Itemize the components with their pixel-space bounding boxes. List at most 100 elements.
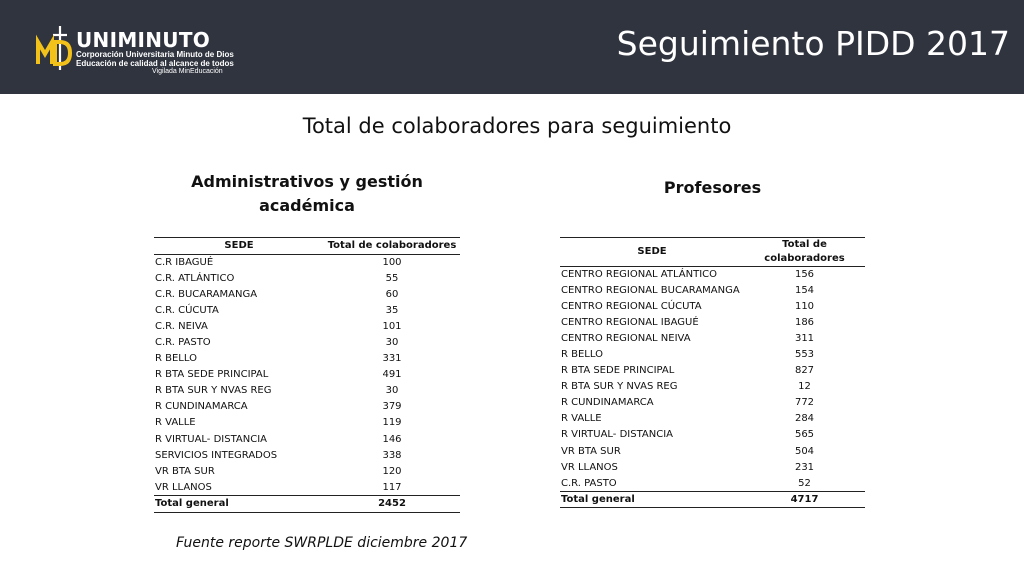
- total-cell: 231: [794, 461, 815, 473]
- md-logo-icon: [36, 26, 72, 70]
- sede-cell: VR LLANOS: [155, 481, 212, 493]
- sede-cell: CENTRO REGIONAL ATLÁNTICO: [561, 268, 718, 280]
- table-row: VR BTA SUR 120: [154, 464, 460, 480]
- sede-cell: C.R. BUCARAMANGA: [155, 288, 258, 300]
- sede-cell: R BTA SUR Y NVAS REG: [561, 381, 678, 393]
- sede-cell: CENTRO REGIONAL IBAGUÉ: [561, 316, 699, 328]
- total-cell: 110: [794, 300, 815, 312]
- total-cell: 30: [385, 385, 399, 397]
- table-row: C.R. ATLÁNTICO 55: [154, 271, 460, 287]
- sede-cell: R VIRTUAL- DISTANCIA: [561, 429, 674, 441]
- total-cell: 30: [385, 337, 399, 349]
- sede-cell: VR BTA SUR: [561, 445, 621, 457]
- uniminuto-logo: UNIMINUTO Corporación Universitaria Minu…: [36, 24, 236, 80]
- column-header-sede: SEDE: [154, 237, 324, 255]
- admin-table: SEDE Total de colaboradores C.R IBAGUÉ 10…: [154, 237, 460, 513]
- sede-cell: R VALLE: [561, 413, 602, 425]
- table-row: R BTA SUR Y NVAS REG 30: [154, 383, 460, 399]
- table-row: R BTA SEDE PRINCIPAL 827: [560, 363, 865, 379]
- logo-tagline-1: Corporación Universitaria Minuto de Dios: [76, 50, 234, 59]
- sede-cell: C.R. PASTO: [155, 337, 211, 349]
- total-cell: 284: [794, 413, 815, 425]
- header-bar: UNIMINUTO Corporación Universitaria Minu…: [0, 0, 1024, 94]
- table-row: R BTA SUR Y NVAS REG 12: [560, 379, 865, 395]
- total-cell: 553: [794, 349, 815, 361]
- total-value: 2452: [324, 495, 460, 513]
- table-row: C.R. CÚCUTA 35: [154, 303, 460, 319]
- total-cell: 35: [385, 304, 399, 316]
- table-row: R CUNDINAMARCA 379: [154, 399, 460, 415]
- sede-cell: R BTA SEDE PRINCIPAL: [155, 369, 269, 381]
- sede-cell: R CUNDINAMARCA: [155, 401, 248, 413]
- total-cell: 491: [382, 369, 402, 381]
- table-row: C.R. PASTO 30: [154, 335, 460, 351]
- table-row: C.R. NEIVA 101: [154, 319, 460, 335]
- table-row: C.R. BUCARAMANGA 60: [154, 287, 460, 303]
- total-cell: 101: [382, 320, 402, 332]
- sede-cell: CENTRO REGIONAL BUCARAMANGA: [561, 284, 740, 296]
- sede-cell: R BELLO: [155, 353, 197, 365]
- sede-cell: R CUNDINAMARCA: [561, 397, 654, 409]
- table-row: R CUNDINAMARCA 772: [560, 395, 865, 411]
- sede-cell: C.R. PASTO: [561, 477, 617, 489]
- logo-tagline-2: Educación de calidad al alcance de todos: [76, 59, 234, 68]
- total-cell: 120: [382, 465, 402, 477]
- table-row: R VALLE 284: [560, 411, 865, 427]
- table-row: R VIRTUAL- DISTANCIA 565: [560, 427, 865, 443]
- total-cell: 52: [798, 477, 811, 489]
- table-row: R BELLO 553: [560, 347, 865, 363]
- sede-cell: R VIRTUAL- DISTANCIA: [155, 433, 268, 445]
- total-cell: 565: [794, 429, 815, 441]
- sede-cell: R BELLO: [561, 349, 603, 361]
- sede-cell: C.R. ATLÁNTICO: [155, 272, 235, 284]
- sede-cell: C.R. CÚCUTA: [155, 304, 219, 316]
- table-row: VR LLANOS 231: [560, 460, 865, 476]
- total-row: Total general 2452: [154, 495, 460, 513]
- table-header-row: SEDE Total de colaboradores: [560, 237, 865, 267]
- page-title: Seguimiento PIDD 2017: [616, 24, 1010, 63]
- sede-cell: VR BTA SUR: [155, 465, 215, 477]
- table-row: R VALLE 119: [154, 415, 460, 431]
- total-cell: 504: [794, 445, 815, 457]
- total-cell: 331: [382, 353, 402, 365]
- column-header-sede: SEDE: [560, 237, 744, 267]
- sede-cell: R BTA SEDE PRINCIPAL: [561, 365, 675, 377]
- total-label: Total general: [560, 491, 744, 509]
- total-cell: 156: [794, 268, 815, 280]
- total-cell: 154: [794, 284, 815, 296]
- total-cell: 338: [382, 449, 402, 461]
- admin-section-title: Administrativos y gestión académica: [191, 172, 423, 215]
- sede-cell: VR LLANOS: [561, 461, 618, 473]
- sede-cell: C.R IBAGUÉ: [155, 256, 214, 268]
- prof-section-title: Profesores: [663, 178, 762, 197]
- logo-name: UNIMINUTO: [76, 28, 211, 52]
- total-cell: 772: [794, 397, 815, 409]
- table-row: CENTRO REGIONAL BUCARAMANGA 154: [560, 283, 865, 299]
- table-header-row: SEDE Total de colaboradores: [154, 237, 460, 255]
- table-row: R BELLO 331: [154, 351, 460, 367]
- source-note: Fuente reporte SWRPLDE diciembre 2017: [176, 535, 468, 551]
- table-row: CENTRO REGIONAL NEIVA 311: [560, 331, 865, 347]
- sede-cell: R BTA SUR Y NVAS REG: [155, 385, 272, 397]
- total-cell: 12: [798, 381, 811, 393]
- total-row: Total general 4717: [560, 491, 865, 509]
- total-label: Total general: [154, 495, 324, 513]
- table-row: R VIRTUAL- DISTANCIA 146: [154, 432, 460, 448]
- total-cell: 60: [385, 288, 399, 300]
- total-cell: 186: [794, 316, 815, 328]
- table-row: C.R IBAGUÉ 100: [154, 255, 460, 271]
- subtitle: Total de colaboradores para seguimiento: [302, 114, 732, 138]
- sede-cell: CENTRO REGIONAL NEIVA: [561, 332, 691, 344]
- sede-cell: SERVICIOS INTEGRADOS: [155, 449, 278, 461]
- sede-cell: C.R. NEIVA: [155, 320, 208, 332]
- total-cell: 827: [794, 365, 815, 377]
- table-row: C.R. PASTO 52: [560, 476, 865, 492]
- prof-table: SEDE Total de colaboradores CENTRO REGIO…: [560, 237, 865, 509]
- column-header-total: Total de colaboradores: [324, 237, 460, 255]
- total-cell: 119: [382, 417, 402, 429]
- sede-cell: R VALLE: [155, 417, 196, 429]
- table-row: VR LLANOS 117: [154, 480, 460, 496]
- table-row: R BTA SEDE PRINCIPAL 491: [154, 367, 460, 383]
- table-row: CENTRO REGIONAL ATLÁNTICO 156: [560, 267, 865, 283]
- total-cell: 379: [382, 401, 402, 413]
